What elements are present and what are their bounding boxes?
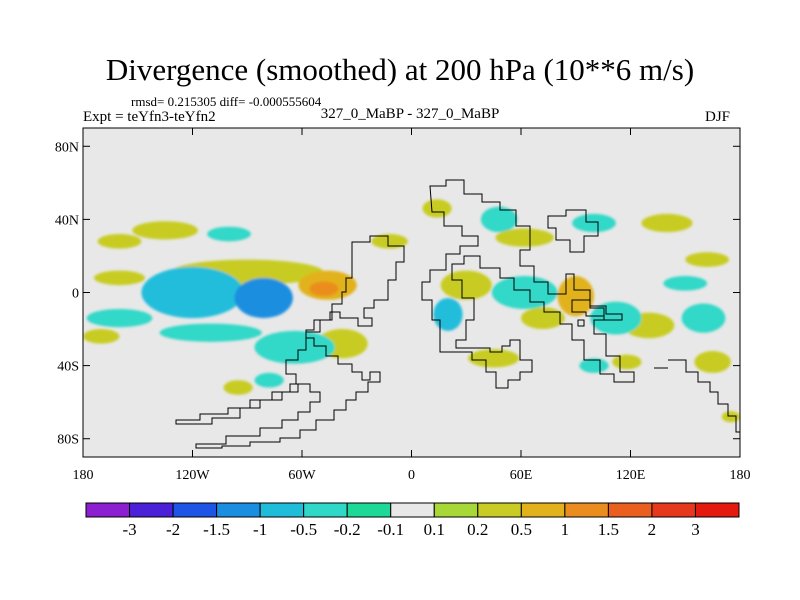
colorbar-swatch-7: [390, 502, 435, 518]
x-axis: 180 120W 60W 0 60E 120E 180: [73, 128, 751, 483]
field-blob-22: [254, 330, 335, 364]
colorbar-label: -0.5: [290, 520, 317, 539]
colorbar-label: -3: [122, 520, 136, 539]
field-blob-20: [612, 354, 642, 370]
x-tick-label: 120E: [616, 468, 646, 483]
field-blob-10: [93, 270, 146, 286]
colorbar: -3 -2 -1.5 -1 -0.5 -0.2 -0.1 0.1 0.2 0.5 1 1.5 2 3: [85, 502, 740, 539]
divergence-field-layer: [83, 199, 740, 423]
experiment-label: Expt = teYfn3-teYfn2: [83, 109, 216, 125]
colorbar-label: 0.1: [424, 520, 445, 539]
field-blob-24: [521, 307, 565, 330]
colorbar-swatch-0: [85, 502, 131, 518]
colorbar-swatch-5: [303, 502, 348, 518]
field-blob-16: [572, 213, 616, 233]
colorbar-swatch-4: [259, 502, 305, 518]
coastline-south-island: [175, 383, 299, 425]
field-blob-28: [491, 276, 558, 309]
colorbar-label: -0.2: [334, 520, 361, 539]
x-tick-label: 120W: [175, 468, 210, 483]
field-blob-31: [141, 266, 244, 319]
y-tick-label: 80S: [57, 433, 79, 448]
field-blob-14: [422, 199, 452, 218]
colorbar-swatch-1: [129, 502, 174, 518]
field-blob-18: [685, 252, 730, 267]
colorbar-label: 0.2: [467, 520, 488, 539]
field-blob-34: [557, 276, 594, 317]
field-blob-6: [579, 358, 609, 373]
field-blob-36: [309, 281, 339, 297]
rmsd-diff-stats: rmsd= 0.215305 diff= -0.000555604: [131, 94, 322, 109]
field-blob-8: [97, 234, 142, 249]
colorbar-swatch-6: [346, 502, 392, 518]
field-blob-23: [495, 228, 554, 247]
colorbar-label: -2: [166, 520, 180, 539]
colorbar-swatch-9: [477, 502, 522, 518]
x-tick-label: 180: [73, 468, 94, 483]
field-blob-30: [590, 301, 642, 335]
colorbar-label: -1: [253, 520, 267, 539]
colorbar-label: -1.5: [203, 520, 230, 539]
field-blob-2: [83, 329, 120, 344]
y-tick-label: 0: [72, 287, 79, 302]
colorbar-swatch-13: [651, 502, 696, 518]
coastline-americas: [195, 235, 405, 449]
field-blob-32: [433, 297, 463, 331]
field-blob-7: [159, 323, 262, 342]
colorbar-swatch-2: [172, 502, 218, 518]
field-blob-12: [223, 380, 253, 395]
field-blob-1: [207, 226, 251, 242]
colorbar-swatch-14: [694, 502, 740, 518]
season-label: DJF: [705, 109, 731, 125]
x-tick-label: 60W: [288, 468, 316, 483]
colorbar-swatch-3: [216, 502, 261, 518]
field-blob-19: [694, 350, 731, 373]
colorbar-swatch-11: [564, 502, 609, 518]
colorbar-swatch-12: [607, 502, 653, 518]
coastline-layer: [175, 179, 740, 449]
field-blob-4: [663, 276, 708, 291]
field-blob-3: [371, 234, 408, 249]
colorbar-swatch-8: [433, 502, 479, 518]
colorbar-label: 2: [648, 520, 657, 539]
y-axis: 80N 40N 0 40S 80S: [55, 140, 740, 448]
field-blob-5: [468, 349, 520, 368]
colorbar-label: 0.5: [511, 520, 532, 539]
colorbar-label: -0.1: [377, 520, 404, 539]
x-tick-label: 180: [730, 468, 751, 483]
colorbar-label: 3: [691, 520, 700, 539]
coastline-asia-east: [547, 209, 599, 253]
field-blob-35: [234, 277, 293, 319]
field-blob-11: [86, 308, 153, 328]
field-blob-9: [132, 221, 198, 240]
field-blob-21: [721, 411, 740, 423]
field-blob-15: [480, 206, 518, 233]
coastline-antarctica: [654, 359, 740, 433]
y-tick-label: 40N: [55, 213, 79, 228]
field-blob-29: [681, 303, 726, 333]
colorbar-label: 1.5: [598, 520, 619, 539]
chart-title: Divergence (smoothed) at 200 hPa (10**6 …: [105, 52, 695, 87]
coastline-eurasia-africa: [421, 179, 635, 389]
colorbar-label: 1: [561, 520, 570, 539]
field-blob-27: [440, 270, 492, 300]
field-blob-13: [254, 372, 284, 388]
field-blob-17: [641, 213, 693, 233]
runs-label: 327_0_MaBP - 327_0_MaBP: [320, 106, 500, 122]
x-tick-label: 0: [408, 468, 415, 483]
y-tick-label: 80N: [55, 140, 79, 155]
y-tick-label: 40S: [57, 360, 79, 375]
colorbar-swatch-10: [520, 502, 566, 518]
x-tick-label: 60E: [510, 468, 533, 483]
coastline-indonesia: [571, 299, 623, 327]
